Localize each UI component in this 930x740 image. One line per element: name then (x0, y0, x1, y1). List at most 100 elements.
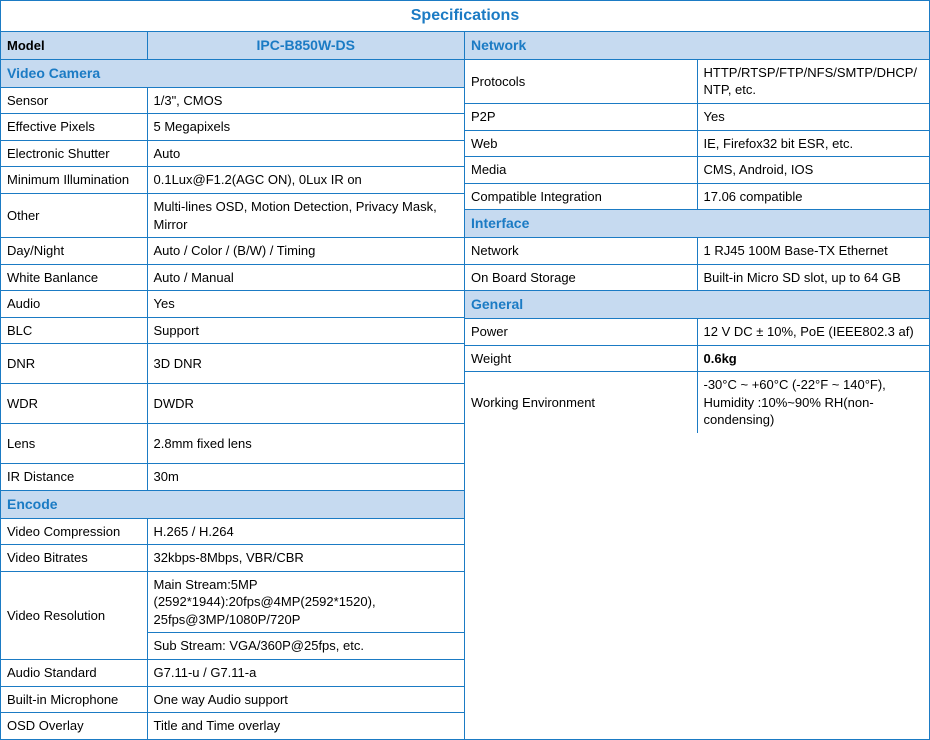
video-value: Yes (147, 291, 464, 318)
video-row: AudioYes (1, 291, 464, 318)
network-label: Media (465, 157, 697, 184)
video-row: White BanlanceAuto / Manual (1, 264, 464, 291)
network-value: HTTP/RTSP/FTP/NFS/SMTP/DHCP/NTP, etc. (697, 59, 929, 103)
video-value: Auto / Color / (B/W) / Timing (147, 238, 464, 265)
general-label: Working Environment (465, 372, 697, 433)
video-row: WDRDWDR (1, 384, 464, 424)
encode-label: Video Compression (1, 518, 147, 545)
video-value: 3D DNR (147, 344, 464, 384)
network-label: Web (465, 130, 697, 157)
section-video-label: Video Camera (1, 59, 464, 87)
encode-value: 32kbps-8Mbps, VBR/CBR (147, 545, 464, 572)
video-label: Day/Night (1, 238, 147, 265)
general-label: Weight (465, 345, 697, 372)
section-interface-label: Interface (465, 210, 929, 238)
encode-label: Built-in Microphone (1, 686, 147, 713)
video-value: 5 Megapixels (147, 114, 464, 141)
video-label: IR Distance (1, 464, 147, 491)
video-row: BLCSupport (1, 317, 464, 344)
network-value: CMS, Android, IOS (697, 157, 929, 184)
video-row: Minimum Illumination0.1Lux@F1.2(AGC ON),… (1, 167, 464, 194)
video-row: Sensor1/3", CMOS (1, 87, 464, 114)
network-label: Compatible Integration (465, 183, 697, 210)
network-value: Yes (697, 103, 929, 130)
interface-value: 1 RJ45 100M Base-TX Ethernet (697, 238, 929, 265)
video-value: 0.1Lux@F1.2(AGC ON), 0Lux IR on (147, 167, 464, 194)
section-interface: Interface (465, 210, 929, 238)
encode-row: Video CompressionH.265 / H.264 (1, 518, 464, 545)
model-row: ModelIPC-B850W-DS (1, 32, 464, 59)
video-label: Audio (1, 291, 147, 318)
video-row: Day/NightAuto / Color / (B/W) / Timing (1, 238, 464, 265)
video-label: Minimum Illumination (1, 167, 147, 194)
video-row: DNR3D DNR (1, 344, 464, 384)
network-row: ProtocolsHTTP/RTSP/FTP/NFS/SMTP/DHCP/NTP… (465, 59, 929, 103)
general-value: 12 V DC ± 10%, PoE (IEEE802.3 af) (697, 319, 929, 346)
interface-row: On Board StorageBuilt-in Micro SD slot, … (465, 264, 929, 291)
resolution-label: Video Resolution (1, 571, 147, 659)
video-label: Sensor (1, 87, 147, 114)
interface-label: On Board Storage (465, 264, 697, 291)
general-value: 0.6kg (697, 345, 929, 372)
model-label: Model (1, 32, 147, 59)
video-row: Lens2.8mm fixed lens (1, 424, 464, 464)
resolution-main: Main Stream:5MP (2592*1944):20fps@4MP(25… (147, 571, 464, 633)
right-column: NetworkProtocolsHTTP/RTSP/FTP/NFS/SMTP/D… (465, 32, 929, 433)
general-row: Working Environment-30°C ~ +60°C (-22°F … (465, 372, 929, 433)
spec-table: Specifications ModelIPC-B850W-DSVideo Ca… (0, 0, 930, 740)
video-row: IR Distance30m (1, 464, 464, 491)
network-row: Compatible Integration17.06 compatible (465, 183, 929, 210)
video-value: 1/3", CMOS (147, 87, 464, 114)
video-value: 30m (147, 464, 464, 491)
encode-row: Built-in MicrophoneOne way Audio support (1, 686, 464, 713)
video-value: DWDR (147, 384, 464, 424)
left-table: ModelIPC-B850W-DSVideo CameraSensor1/3",… (1, 32, 464, 739)
video-value: Support (147, 317, 464, 344)
general-label: Power (465, 319, 697, 346)
video-label: White Banlance (1, 264, 147, 291)
encode-value: H.265 / H.264 (147, 518, 464, 545)
network-value: IE, Firefox32 bit ESR, etc. (697, 130, 929, 157)
interface-label: Network (465, 238, 697, 265)
network-label: P2P (465, 103, 697, 130)
video-row: Electronic ShutterAuto (1, 140, 464, 167)
spec-title: Specifications (1, 1, 929, 32)
section-network: Network (465, 32, 929, 59)
video-label: DNR (1, 344, 147, 384)
video-label: Effective Pixels (1, 114, 147, 141)
network-row: WebIE, Firefox32 bit ESR, etc. (465, 130, 929, 157)
network-row: MediaCMS, Android, IOS (465, 157, 929, 184)
encode-row: Audio StandardG7.11-u / G7.11-a (1, 659, 464, 686)
network-value: 17.06 compatible (697, 183, 929, 210)
section-encode-label: Encode (1, 490, 464, 518)
section-video: Video Camera (1, 59, 464, 87)
encode-value: Title and Time overlay (147, 713, 464, 739)
section-network-label: Network (465, 32, 929, 59)
resolution-sub: Sub Stream: VGA/360P@25fps, etc. (147, 633, 464, 660)
video-label: Lens (1, 424, 147, 464)
video-label: Other (1, 193, 147, 237)
general-row: Power12 V DC ± 10%, PoE (IEEE802.3 af) (465, 319, 929, 346)
left-column: ModelIPC-B850W-DSVideo CameraSensor1/3",… (1, 32, 465, 739)
video-row: Effective Pixels5 Megapixels (1, 114, 464, 141)
right-table: NetworkProtocolsHTTP/RTSP/FTP/NFS/SMTP/D… (465, 32, 929, 433)
encode-row: OSD OverlayTitle and Time overlay (1, 713, 464, 739)
video-value: Auto (147, 140, 464, 167)
video-value: Auto / Manual (147, 264, 464, 291)
spec-columns: ModelIPC-B850W-DSVideo CameraSensor1/3",… (1, 32, 929, 739)
video-value: 2.8mm fixed lens (147, 424, 464, 464)
resolution-row-main: Video ResolutionMain Stream:5MP (2592*19… (1, 571, 464, 633)
network-row: P2PYes (465, 103, 929, 130)
section-general: General (465, 291, 929, 319)
video-label: WDR (1, 384, 147, 424)
encode-label: Audio Standard (1, 659, 147, 686)
network-label: Protocols (465, 59, 697, 103)
general-value: -30°C ~ +60°C (-22°F ~ 140°F), Humidity … (697, 372, 929, 433)
encode-row: Video Bitrates32kbps-8Mbps, VBR/CBR (1, 545, 464, 572)
encode-value: One way Audio support (147, 686, 464, 713)
encode-label: Video Bitrates (1, 545, 147, 572)
encode-value: G7.11-u / G7.11-a (147, 659, 464, 686)
video-value: Multi-lines OSD, Motion Detection, Priva… (147, 193, 464, 237)
encode-label: OSD Overlay (1, 713, 147, 739)
interface-row: Network1 RJ45 100M Base-TX Ethernet (465, 238, 929, 265)
